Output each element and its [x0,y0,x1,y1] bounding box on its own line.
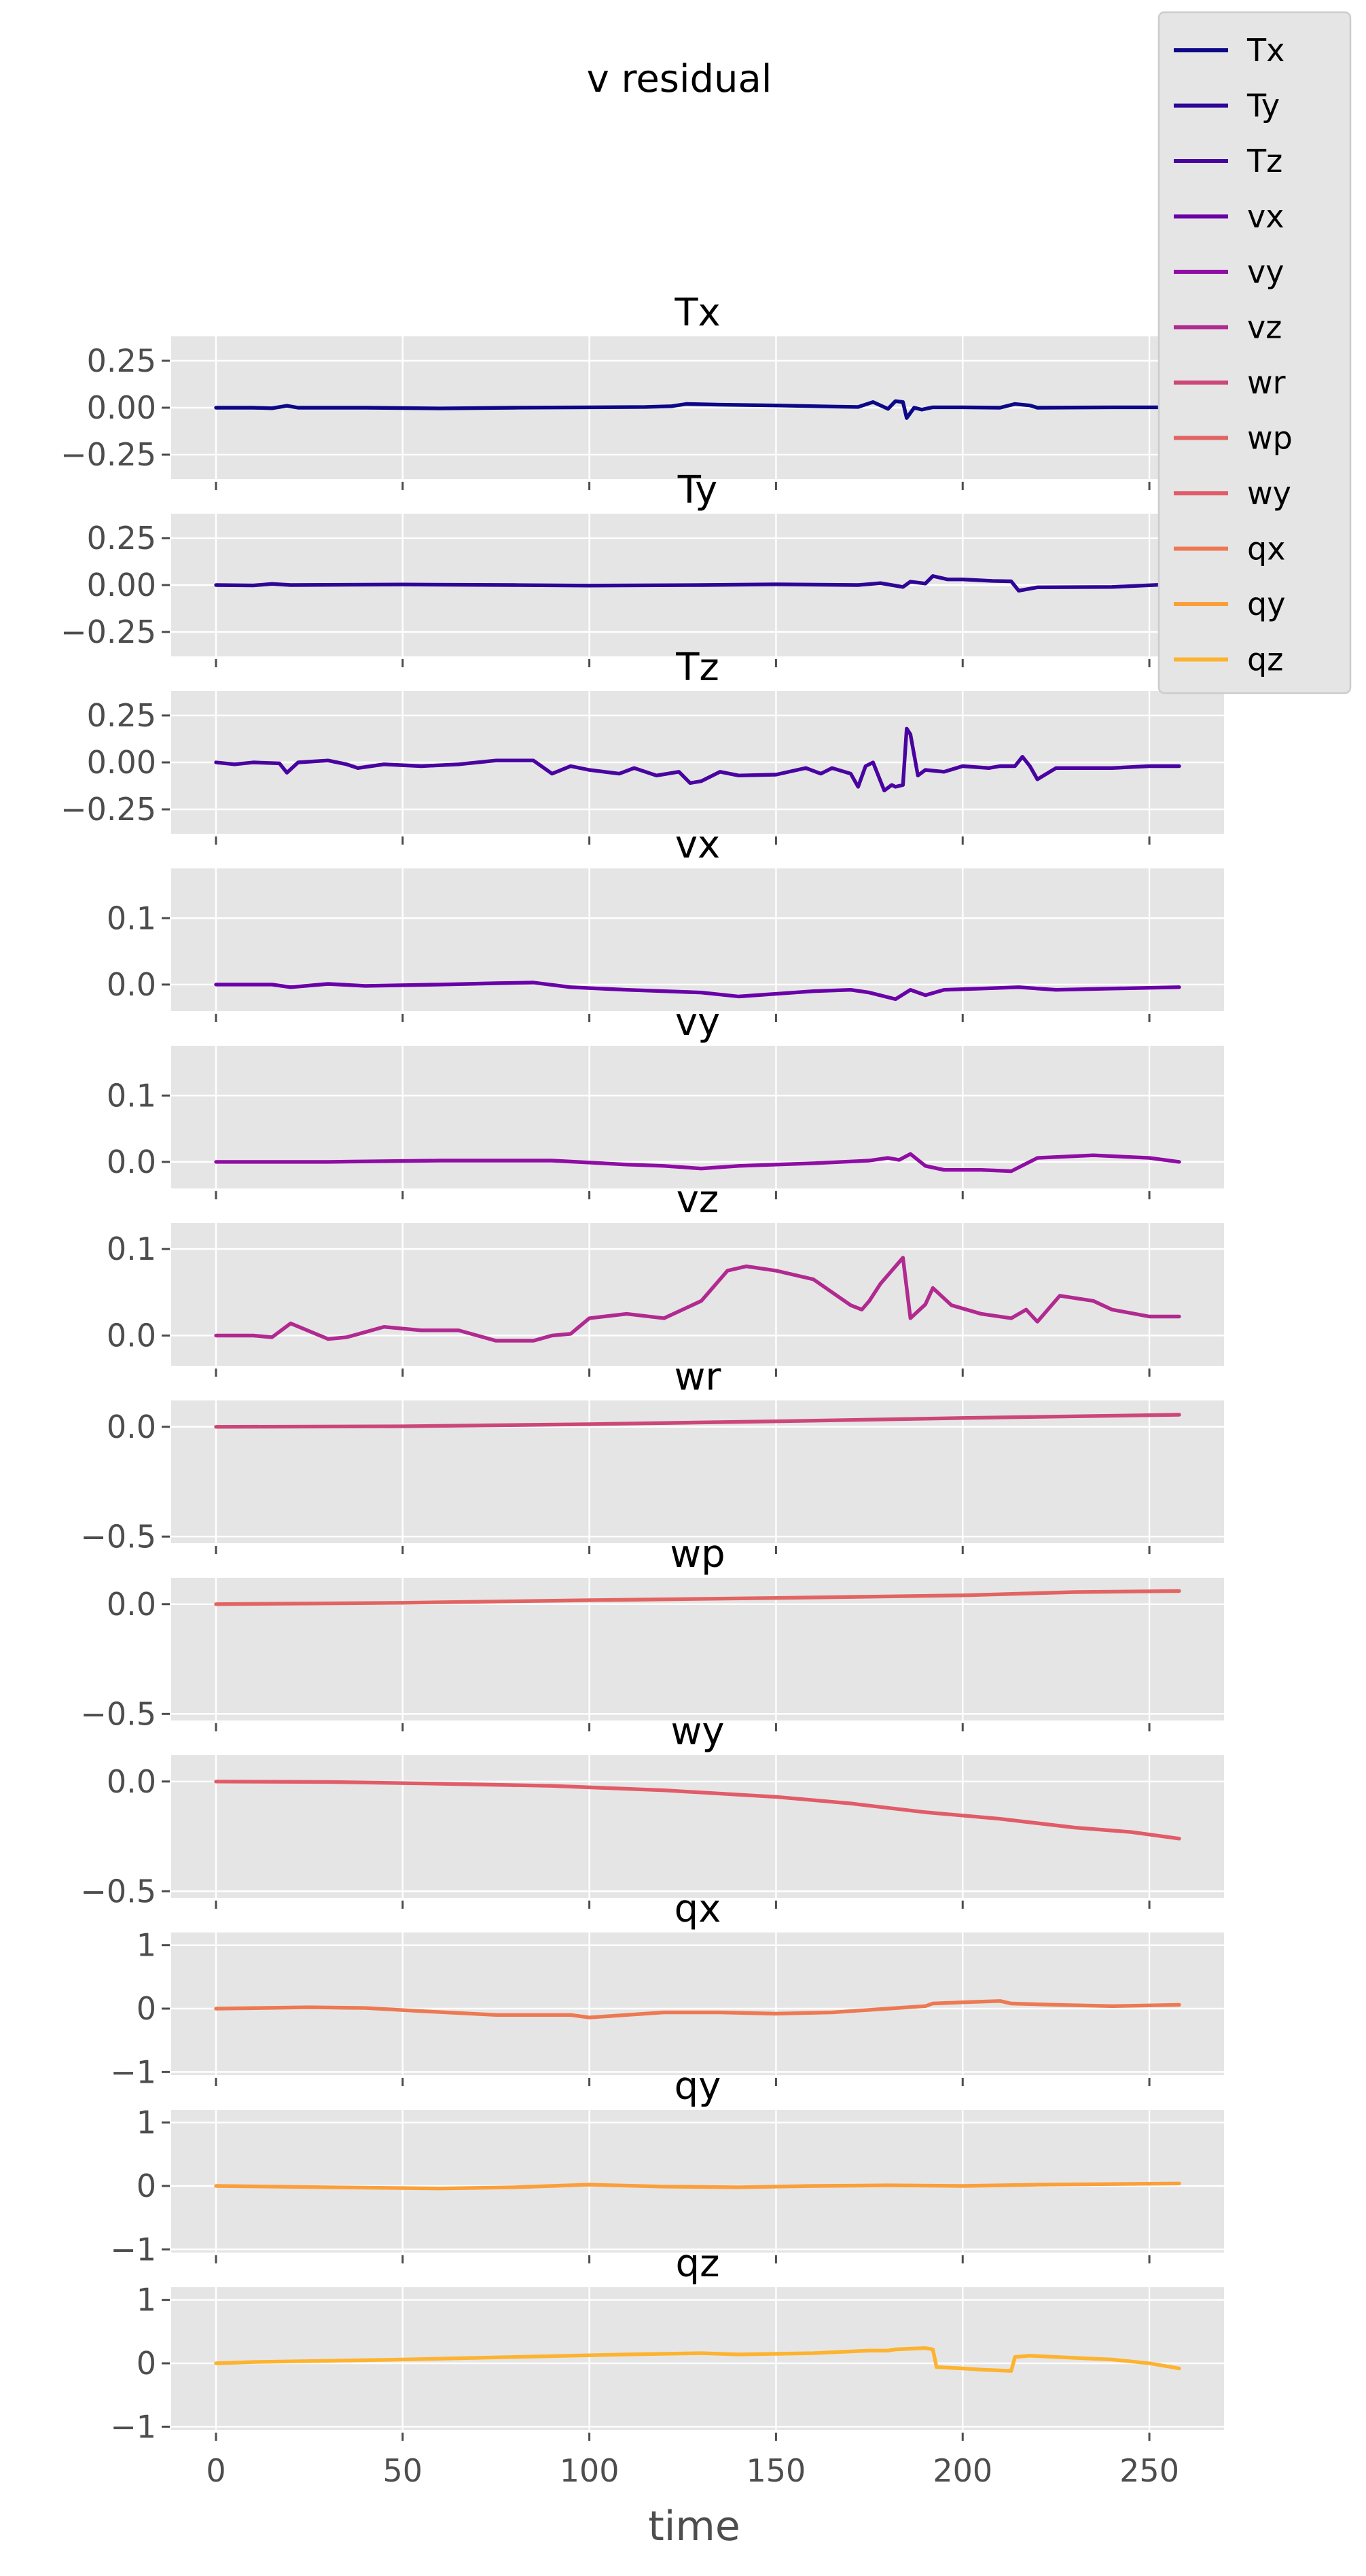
y-tick-label: 0.1 [107,900,156,936]
subplot-title: wr [675,1355,722,1399]
subplot-Ty: 0.25 0.00 −0.25 Ty [60,468,1224,667]
y-tick-label: −1 [110,2053,156,2090]
subplot-title: Tx [674,291,720,335]
subplot-title: vx [675,823,720,867]
y-tick-label: 0.25 [87,697,156,734]
y-tick-label: 0 [137,2345,156,2382]
subplot-title: qx [675,1887,721,1931]
y-tick-label: −0.5 [80,1518,156,1555]
subplot-title: qz [676,2242,720,2286]
series-line-qz [214,2346,1181,2373]
x-tick-label: 0 [206,2452,226,2489]
subplot-title: Ty [677,468,718,512]
y-tick-label: 0.1 [107,1231,156,1267]
y-tick-label: 1 [137,1927,156,1964]
y-tick-label: 0.00 [87,567,156,603]
legend-label-Ty: Ty [1246,88,1280,124]
x-tick-label: 200 [933,2452,992,2489]
subplot-Tz: 0.25 0.00 −0.25 Tz [60,646,1224,845]
y-tick-label: 0 [137,1990,156,2027]
y-tick-label: 0.0 [107,966,156,1003]
y-tick-label: 0.0 [107,1409,156,1445]
y-tick-label: −0.25 [60,614,156,650]
series-line-Ty [214,574,1181,593]
subplot-background [171,2110,1224,2253]
legend-label-vz: vz [1247,309,1282,346]
series-line-wr [214,1413,1181,1429]
legend-label-wy: wy [1247,475,1291,512]
x-axis-label: time [648,2503,740,2550]
y-tick-label: 0.0 [107,1586,156,1623]
legend-label-qx: qx [1247,531,1285,567]
y-tick-label: −1 [110,2231,156,2268]
subplot-Tx: 0.25 0.00 −0.25 Tx [60,291,1224,490]
subplot-background [171,2287,1224,2430]
subplot-background [171,1223,1224,1366]
y-tick-label: 1 [137,2282,156,2318]
legend-label-vy: vy [1247,253,1284,290]
subplot-qy: 1 0 −1 qy [110,2064,1224,2268]
y-tick-label: −0.5 [80,1695,156,1732]
y-tick-label: 0.25 [87,342,156,379]
y-tick-label: 0.00 [87,389,156,426]
series-line-wp [214,1589,1181,1606]
y-tick-label: −1 [110,2408,156,2445]
x-tick-label: 150 [747,2452,806,2489]
subplot-qx: 1 0 −1 qx [110,1887,1224,2090]
y-tick-label: −0.25 [60,791,156,828]
legend-label-qz: qz [1247,641,1283,678]
subplot-title: wy [671,1710,725,1754]
legend-label-vx: vx [1247,198,1284,235]
x-tick-label: 100 [560,2452,619,2489]
y-tick-label: 0 [137,2168,156,2204]
y-tick-label: −0.25 [60,436,156,473]
legend-label-Tx: Tx [1246,32,1284,69]
x-tick-label: 250 [1119,2452,1179,2489]
subplot-background [171,1046,1224,1188]
series-line-Tx [214,399,1181,420]
subplot-qz: 1 0 −1 qz [110,2242,1224,2445]
y-tick-label: 0.0 [107,1144,156,1180]
subplot-background [171,1755,1224,1898]
series-line-qy [214,2181,1181,2191]
y-tick-label: 1 [137,2104,156,2141]
series-line-Tz [214,726,1181,793]
legend-box [1157,11,1352,694]
series-line-wy [214,1780,1181,1841]
y-tick-label: 0.25 [87,520,156,557]
subplot-title: wp [670,1532,725,1576]
subplot-title: qy [675,2064,721,2109]
y-tick-label: 0.00 [87,744,156,781]
subplot-background [171,868,1224,1011]
subplot-title: vy [675,1000,720,1044]
subplot-vz: 0.1 0.0 vz [107,1178,1224,1377]
subplot-title: vz [677,1178,719,1222]
legend-label-wr: wr [1247,364,1286,401]
legend-label-wp: wp [1247,420,1293,457]
subplot-wp: 0.0 −0.5 wp [80,1532,1224,1732]
series-line-vy [214,1152,1181,1174]
series-line-vz [214,1256,1181,1343]
subplot-vy: 0.1 0.0 vy [107,1000,1224,1199]
y-tick-label: 0.0 [107,1763,156,1800]
legend: Tx Ty Tz vx vy vz wr wp wy qx qy qz [1157,11,1352,694]
series-line-qx [214,1999,1181,2019]
subplot-title: Tz [675,646,719,690]
subplots-group: 0.250.00−0.25Tx0.250.00−0.25Ty0.250.00−0… [60,291,1224,2489]
subplot-wy: 0.0 −0.5 wy [80,1710,1224,1909]
x-tick-label: 50 [383,2452,423,2489]
legend-label-qy: qy [1247,586,1285,622]
subplot-wr: 0.0 −0.5 wr [80,1355,1224,1555]
subplot-vx: 0.1 0.0 vx [107,823,1224,1022]
series-line-vx [214,981,1181,1002]
y-tick-label: 0.1 [107,1077,156,1114]
y-tick-label: −0.5 [80,1873,156,1909]
y-tick-label: 0.0 [107,1317,156,1354]
figure-title: v residual [587,57,772,101]
legend-label-Tz: Tz [1246,143,1282,179]
